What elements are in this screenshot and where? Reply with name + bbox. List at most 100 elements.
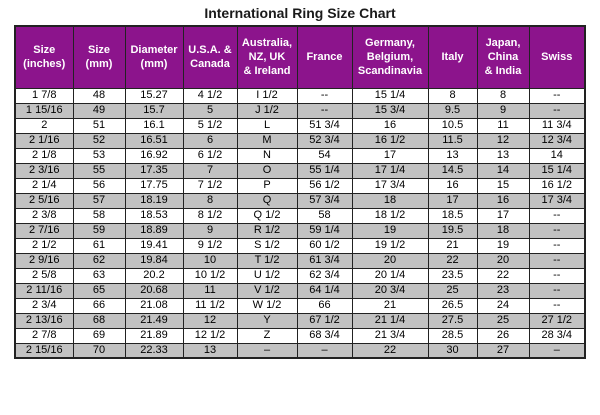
column-header-9: Swiss [528,25,586,89]
cell-r15-c0: 2 13/16 [14,312,74,329]
cell-r12-c3: 10 1/2 [182,267,238,284]
cell-r2-c6: 16 [351,117,429,134]
table-row: 2 3/8 58 18.53 8 1/2 Q 1/2 58 18 1/2 18.5 17 -- [14,207,586,224]
cell-r2-c5: 51 3/4 [296,117,353,134]
cell-r11-c4: T 1/2 [236,252,298,269]
cell-r13-c6: 20 3/4 [351,282,429,299]
cell-r17-c6: 22 [351,342,429,359]
cell-r13-c5: 64 1/4 [296,282,353,299]
cell-r5-c6: 17 1/4 [351,162,429,179]
cell-r13-c8: 23 [476,282,530,299]
cell-r11-c9: -- [528,252,586,269]
column-header-5: France [296,25,353,89]
cell-r14-c6: 21 [351,297,429,314]
cell-r10-c9: -- [528,237,586,254]
cell-r0-c7: 8 [427,87,478,104]
cell-r16-c2: 21.89 [124,327,184,344]
table-row: 2 1/16 52 16.51 6 M 52 3/4 16 1/2 11.5 12 12 3/4 [14,132,586,149]
cell-r17-c2: 22.33 [124,342,184,359]
cell-r7-c7: 17 [427,192,478,209]
cell-r12-c6: 20 1/4 [351,267,429,284]
cell-r3-c4: M [236,132,298,149]
cell-r16-c1: 69 [72,327,126,344]
cell-r10-c0: 2 1/2 [14,237,74,254]
column-header-6: Germany, Belgium, Scandinavia [351,25,429,89]
cell-r9-c8: 18 [476,222,530,239]
cell-r5-c0: 2 3/16 [14,162,74,179]
cell-r9-c4: R 1/2 [236,222,298,239]
cell-r11-c2: 19.84 [124,252,184,269]
table-row: 2 11/16 65 20.68 11 V 1/2 64 1/4 20 3/4 25 23 -- [14,282,586,299]
cell-r2-c8: 11 [476,117,530,134]
cell-r2-c0: 2 [14,117,74,134]
column-header-2: Diameter (mm) [124,25,184,89]
cell-r1-c4: J 1/2 [236,102,298,119]
cell-r16-c3: 12 1/2 [182,327,238,344]
cell-r4-c9: 14 [528,147,586,164]
cell-r16-c4: Z [236,327,298,344]
cell-r8-c0: 2 3/8 [14,207,74,224]
cell-r14-c0: 2 3/4 [14,297,74,314]
cell-r6-c4: P [236,177,298,194]
table-row: 2 1/2 61 19.41 9 1/2 S 1/2 60 1/2 19 1/2 21 19 -- [14,237,586,254]
table-row: 2 3/16 55 17.35 7 O 55 1/4 17 1/4 14.5 14 15 1/4 [14,162,586,179]
cell-r10-c8: 19 [476,237,530,254]
column-header-7: Italy [427,25,478,89]
cell-r1-c2: 15.7 [124,102,184,119]
cell-r15-c4: Y [236,312,298,329]
cell-r7-c4: Q [236,192,298,209]
cell-r4-c2: 16.92 [124,147,184,164]
cell-r1-c1: 49 [72,102,126,119]
cell-r11-c7: 22 [427,252,478,269]
cell-r4-c0: 2 1/8 [14,147,74,164]
cell-r2-c3: 5 1/2 [182,117,238,134]
cell-r3-c8: 12 [476,132,530,149]
cell-r4-c4: N [236,147,298,164]
cell-r4-c8: 13 [476,147,530,164]
cell-r17-c5: – [296,342,353,359]
table-row: 2 7/8 69 21.89 12 1/2 Z 68 3/4 21 3/4 28.5 26 28 … [14,327,586,344]
column-header-8: Japan, China & India [476,25,530,89]
cell-r6-c5: 56 1/2 [296,177,353,194]
cell-r1-c5: -- [296,102,353,119]
table-row: 1 7/8 48 15.27 4 1/2 I 1/2 -- 15 1/4 8 8 -- [14,87,586,104]
cell-r6-c1: 56 [72,177,126,194]
cell-r7-c8: 16 [476,192,530,209]
cell-r5-c8: 14 [476,162,530,179]
cell-r0-c8: 8 [476,87,530,104]
table-row: 2 1/4 56 17.75 7 1/2 P 56 1/2 17 3/4 16 15 16 1/2 [14,177,586,194]
cell-r8-c1: 58 [72,207,126,224]
cell-r12-c5: 62 3/4 [296,267,353,284]
cell-r7-c3: 8 [182,192,238,209]
cell-r14-c1: 66 [72,297,126,314]
cell-r15-c3: 12 [182,312,238,329]
cell-r6-c9: 16 1/2 [528,177,586,194]
cell-r15-c2: 21.49 [124,312,184,329]
cell-r11-c8: 20 [476,252,530,269]
cell-r11-c3: 10 [182,252,238,269]
cell-r3-c7: 11.5 [427,132,478,149]
cell-r0-c3: 4 1/2 [182,87,238,104]
cell-r10-c4: S 1/2 [236,237,298,254]
cell-r9-c3: 9 [182,222,238,239]
cell-r14-c3: 11 1/2 [182,297,238,314]
cell-r8-c4: Q 1/2 [236,207,298,224]
page-title: International Ring Size Chart [204,5,396,21]
cell-r6-c8: 15 [476,177,530,194]
table-row: 2 13/16 68 21.49 12 Y 67 1/2 21 1/4 27.5 25 27 1/… [14,312,586,329]
cell-r4-c7: 13 [427,147,478,164]
cell-r9-c9: -- [528,222,586,239]
cell-r4-c3: 6 1/2 [182,147,238,164]
cell-r14-c9: -- [528,297,586,314]
cell-r9-c1: 59 [72,222,126,239]
cell-r17-c0: 2 15/16 [14,342,74,359]
cell-r7-c5: 57 3/4 [296,192,353,209]
cell-r13-c1: 65 [72,282,126,299]
cell-r4-c6: 17 [351,147,429,164]
cell-r16-c5: 68 3/4 [296,327,353,344]
cell-r17-c1: 70 [72,342,126,359]
cell-r8-c3: 8 1/2 [182,207,238,224]
cell-r9-c0: 2 7/16 [14,222,74,239]
cell-r15-c5: 67 1/2 [296,312,353,329]
table-row: 2 9/16 62 19.84 10 T 1/2 61 3/4 20 22 20 -- [14,252,586,269]
